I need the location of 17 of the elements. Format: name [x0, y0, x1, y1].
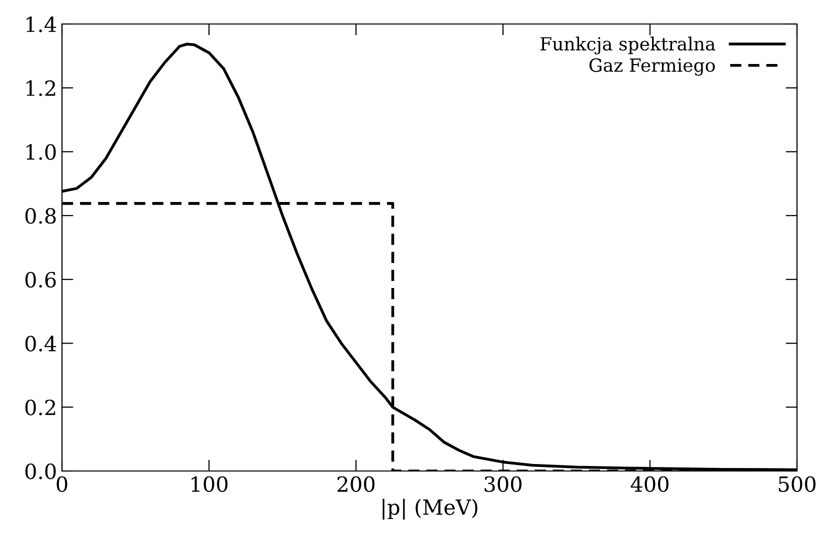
y-tick-label: 1.0 — [26, 144, 56, 160]
y-tick-label: 0.0 — [25, 463, 56, 480]
y-tick-label: 0.8 — [25, 208, 56, 224]
y-tick-label: 0.6 — [25, 272, 56, 288]
y-tick-label: 1.4 — [26, 16, 56, 32]
legend-label: Gaz Fermiego — [589, 58, 715, 76]
y-tick-label: 0.4 — [25, 336, 56, 352]
legend-label: Funkcja spektralna — [540, 36, 716, 54]
x-tick-label: 500 — [778, 476, 816, 492]
x-tick-label: 100 — [192, 476, 228, 492]
x-tick-label: 400 — [630, 476, 668, 492]
y-tick-label: 0.2 — [25, 400, 56, 416]
y-tick-label: 1.2 — [26, 80, 56, 96]
x-tick-label: 200 — [338, 476, 374, 492]
x-tick-label: 300 — [484, 476, 522, 492]
x-tick-label: 0 — [56, 476, 68, 492]
x-axis-title: |p| (MeV) — [382, 498, 478, 520]
